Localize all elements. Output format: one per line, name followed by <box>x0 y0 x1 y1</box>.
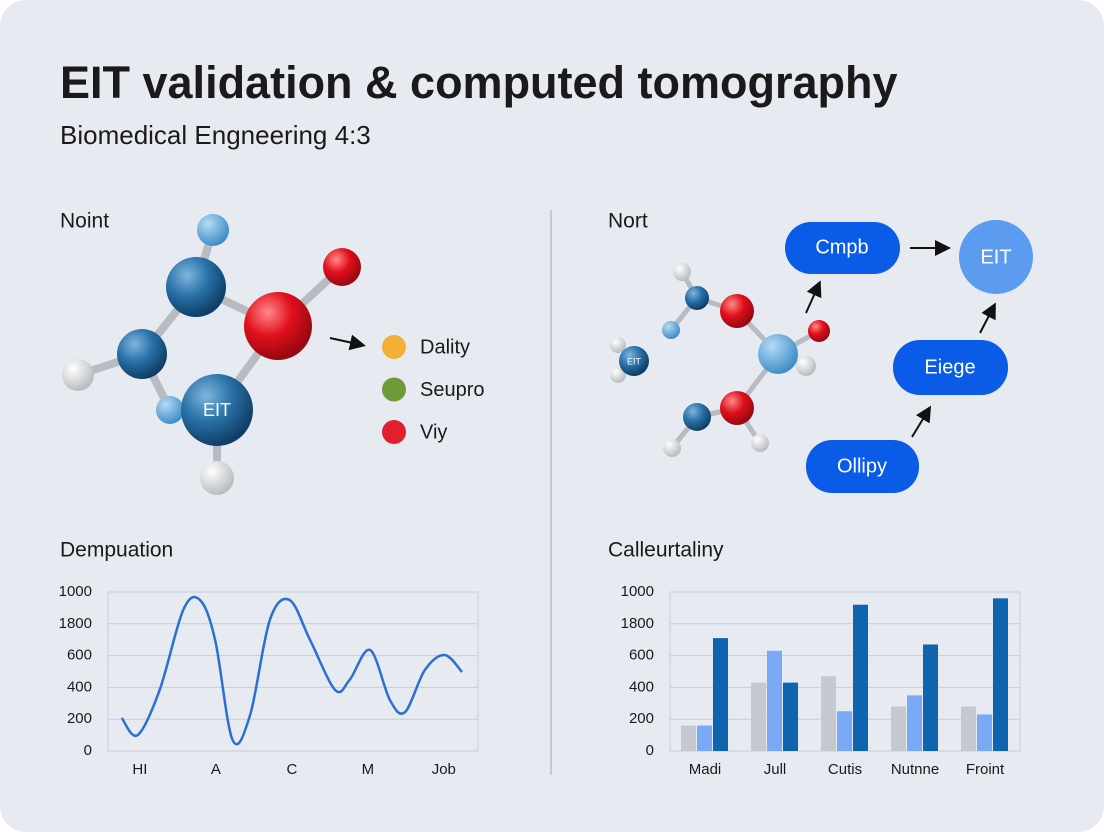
arrow <box>979 302 996 334</box>
bar <box>697 725 712 751</box>
node <box>959 220 1033 294</box>
legend: Dality Seupro Viy <box>382 335 485 444</box>
atom-label: EIT <box>203 400 231 420</box>
bar <box>853 604 868 751</box>
y-tick-label: 1000 <box>621 583 654 600</box>
node-label: Eiege <box>924 356 975 378</box>
bar <box>783 682 798 751</box>
y-tick-label: 1000 <box>59 583 92 600</box>
bar <box>767 650 782 751</box>
molecule <box>610 263 830 457</box>
legend-swatch <box>382 335 406 359</box>
x-tick-label: Jull <box>764 761 787 778</box>
y-tick-label: 0 <box>646 742 654 759</box>
x-tick-label: Nutnne <box>891 761 939 778</box>
x-tick-label: Job <box>432 761 456 778</box>
bar <box>751 682 766 751</box>
bar <box>821 676 836 751</box>
bar <box>907 695 922 751</box>
legend-label: Viy <box>420 421 447 443</box>
arrow <box>805 280 822 314</box>
chart-title: Dempuation <box>60 539 173 562</box>
bar <box>961 706 976 751</box>
y-tick-label: 200 <box>629 710 654 727</box>
atom-label: EIT <box>627 356 642 366</box>
node-label: Ollipy <box>837 455 887 477</box>
node-label: Cmpb <box>815 236 868 258</box>
y-tick-label: 600 <box>67 647 92 664</box>
bar <box>681 725 696 751</box>
y-tick-label: 1800 <box>59 615 92 632</box>
y-tick-label: 400 <box>629 678 654 695</box>
title: EIT validation & computed tomography <box>60 57 898 108</box>
bar <box>923 644 938 751</box>
line <box>120 595 463 746</box>
arrow <box>329 334 366 351</box>
molecule <box>62 214 361 495</box>
panel-title: Noint <box>60 210 109 233</box>
bar <box>837 711 852 751</box>
panel-title: Nort <box>608 210 648 233</box>
legend-label: Seupro <box>420 379 485 401</box>
legend-label: Dality <box>420 336 470 358</box>
node <box>893 340 1008 395</box>
y-tick-label: 1800 <box>621 615 654 632</box>
x-tick-label: Froint <box>966 761 1005 778</box>
y-tick-label: 0 <box>84 742 92 759</box>
x-tick-label: Madi <box>689 761 722 778</box>
x-tick-label: A <box>211 761 221 778</box>
y-tick-label: 400 <box>67 678 92 695</box>
bar <box>977 714 992 751</box>
bar <box>891 706 906 751</box>
y-tick-label: 200 <box>67 710 92 727</box>
legend-swatch <box>382 377 406 402</box>
bar <box>993 598 1008 751</box>
arrow <box>911 405 932 438</box>
y-tick-label: 600 <box>629 647 654 664</box>
x-tick-label: HI <box>132 761 147 778</box>
chart-title: Calleurtaliny <box>608 539 724 562</box>
charts: Dempuation 0 200 400 600 1800 1000 HI A C M Job Call… <box>59 539 1021 778</box>
node <box>806 440 919 493</box>
node-label: EIT <box>980 246 1011 268</box>
x-tick-label: C <box>286 761 297 778</box>
x-tick-label: Cutis <box>828 761 862 778</box>
node <box>785 222 900 274</box>
x-tick-label: M <box>362 761 375 778</box>
bar <box>713 638 728 751</box>
subtitle: Biomedical Engneering 4:3 <box>60 120 371 150</box>
legend-swatch <box>382 420 406 444</box>
